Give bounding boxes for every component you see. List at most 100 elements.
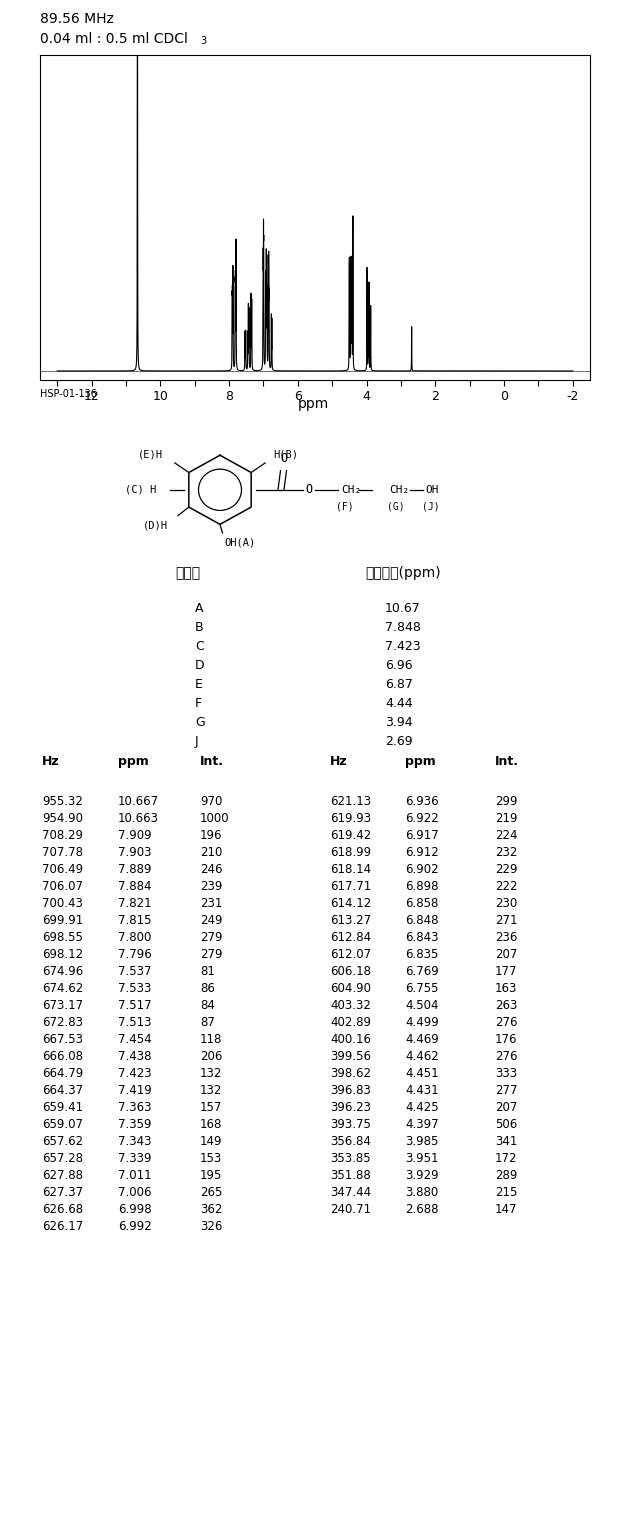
Text: 618.14: 618.14 — [330, 863, 371, 876]
Text: 215: 215 — [495, 1187, 517, 1199]
Text: CH₂: CH₂ — [341, 485, 361, 495]
Text: 157: 157 — [200, 1101, 222, 1115]
Text: 7.909: 7.909 — [118, 828, 151, 842]
Text: 506: 506 — [495, 1118, 517, 1131]
Text: F: F — [195, 697, 202, 710]
Text: 356.84: 356.84 — [330, 1134, 371, 1148]
Text: 6.843: 6.843 — [405, 931, 438, 945]
Text: 396.23: 396.23 — [330, 1101, 371, 1115]
Text: 163: 163 — [495, 981, 517, 995]
Text: (F): (F) — [336, 502, 353, 511]
Text: 700.43: 700.43 — [42, 897, 83, 909]
Text: 621.13: 621.13 — [330, 795, 371, 808]
Text: 6.998: 6.998 — [118, 1203, 151, 1216]
Text: 207: 207 — [495, 948, 517, 961]
Text: 4.451: 4.451 — [405, 1067, 439, 1079]
Text: 341: 341 — [495, 1134, 517, 1148]
Text: 4.397: 4.397 — [405, 1118, 439, 1131]
Text: 3.929: 3.929 — [405, 1170, 439, 1182]
Text: A: A — [195, 602, 203, 615]
Text: 81: 81 — [200, 965, 215, 978]
Text: 657.62: 657.62 — [42, 1134, 83, 1148]
Text: 239: 239 — [200, 880, 222, 893]
Text: 84: 84 — [200, 1000, 215, 1012]
Text: 1000: 1000 — [200, 811, 230, 825]
Text: 6.912: 6.912 — [405, 847, 439, 859]
Text: 263: 263 — [495, 1000, 517, 1012]
Text: 7.011: 7.011 — [118, 1170, 151, 1182]
Text: ppm: ppm — [118, 755, 149, 769]
Text: 664.79: 664.79 — [42, 1067, 83, 1079]
Text: G: G — [195, 717, 205, 729]
Text: 7.423: 7.423 — [385, 640, 421, 654]
Text: 249: 249 — [200, 914, 222, 926]
Text: 698.12: 698.12 — [42, 948, 83, 961]
Text: 299: 299 — [495, 795, 518, 808]
Text: 7.884: 7.884 — [118, 880, 151, 893]
Text: 246: 246 — [200, 863, 222, 876]
Text: 7.006: 7.006 — [118, 1187, 151, 1199]
Text: 351.88: 351.88 — [330, 1170, 371, 1182]
Text: 7.339: 7.339 — [118, 1151, 151, 1165]
Text: 353.85: 353.85 — [330, 1151, 371, 1165]
Text: 674.96: 674.96 — [42, 965, 83, 978]
Text: 333: 333 — [495, 1067, 517, 1079]
Text: 667.53: 667.53 — [42, 1033, 83, 1046]
Text: 4.499: 4.499 — [405, 1017, 439, 1029]
Text: 标记氢: 标记氢 — [175, 566, 200, 580]
Text: 400.16: 400.16 — [330, 1033, 371, 1046]
Text: 230: 230 — [495, 897, 517, 909]
Text: 168: 168 — [200, 1118, 222, 1131]
Text: 619.93: 619.93 — [330, 811, 371, 825]
Text: 6.936: 6.936 — [405, 795, 439, 808]
Text: 化学位移(ppm): 化学位移(ppm) — [365, 566, 441, 580]
Text: 627.37: 627.37 — [42, 1187, 83, 1199]
Text: 6.769: 6.769 — [405, 965, 439, 978]
Text: 289: 289 — [495, 1170, 517, 1182]
Text: 613.27: 613.27 — [330, 914, 371, 926]
Text: HSP-01-136: HSP-01-136 — [40, 389, 97, 400]
Text: 7.419: 7.419 — [118, 1084, 151, 1098]
Text: 707.78: 707.78 — [42, 847, 83, 859]
Text: 706.07: 706.07 — [42, 880, 83, 893]
Text: 176: 176 — [495, 1033, 518, 1046]
Text: D: D — [195, 658, 205, 672]
Text: 279: 279 — [200, 931, 222, 945]
Text: 398.62: 398.62 — [330, 1067, 371, 1079]
Text: H(B): H(B) — [274, 449, 299, 459]
Text: 674.62: 674.62 — [42, 981, 83, 995]
Text: 147: 147 — [495, 1203, 518, 1216]
Text: 4.44: 4.44 — [385, 697, 413, 710]
Text: 7.513: 7.513 — [118, 1017, 151, 1029]
Text: 3.94: 3.94 — [385, 717, 413, 729]
Text: 627.88: 627.88 — [42, 1170, 83, 1182]
Text: 6.835: 6.835 — [405, 948, 438, 961]
Text: 6.917: 6.917 — [405, 828, 439, 842]
Text: 10.67: 10.67 — [385, 602, 421, 615]
Text: 240.71: 240.71 — [330, 1203, 371, 1216]
Text: 7.423: 7.423 — [118, 1067, 151, 1079]
Text: Int.: Int. — [495, 755, 519, 769]
Text: 207: 207 — [495, 1101, 517, 1115]
Text: 698.55: 698.55 — [42, 931, 83, 945]
Text: ppm: ppm — [405, 755, 436, 769]
Text: 236: 236 — [495, 931, 517, 945]
Text: 659.07: 659.07 — [42, 1118, 83, 1131]
Text: 706.49: 706.49 — [42, 863, 83, 876]
Text: 699.91: 699.91 — [42, 914, 83, 926]
Text: 153: 153 — [200, 1151, 222, 1165]
Text: 399.56: 399.56 — [330, 1050, 371, 1063]
Text: 132: 132 — [200, 1067, 222, 1079]
Text: 672.83: 672.83 — [42, 1017, 83, 1029]
Text: 231: 231 — [200, 897, 222, 909]
Text: 664.37: 664.37 — [42, 1084, 83, 1098]
Text: 7.537: 7.537 — [118, 965, 151, 978]
Text: 362: 362 — [200, 1203, 222, 1216]
Text: 614.12: 614.12 — [330, 897, 371, 909]
Text: 10.663: 10.663 — [118, 811, 159, 825]
Text: 271: 271 — [495, 914, 518, 926]
Text: 7.363: 7.363 — [118, 1101, 151, 1115]
Text: 402.89: 402.89 — [330, 1017, 371, 1029]
Text: OH(A): OH(A) — [224, 537, 255, 548]
Text: 659.41: 659.41 — [42, 1101, 83, 1115]
